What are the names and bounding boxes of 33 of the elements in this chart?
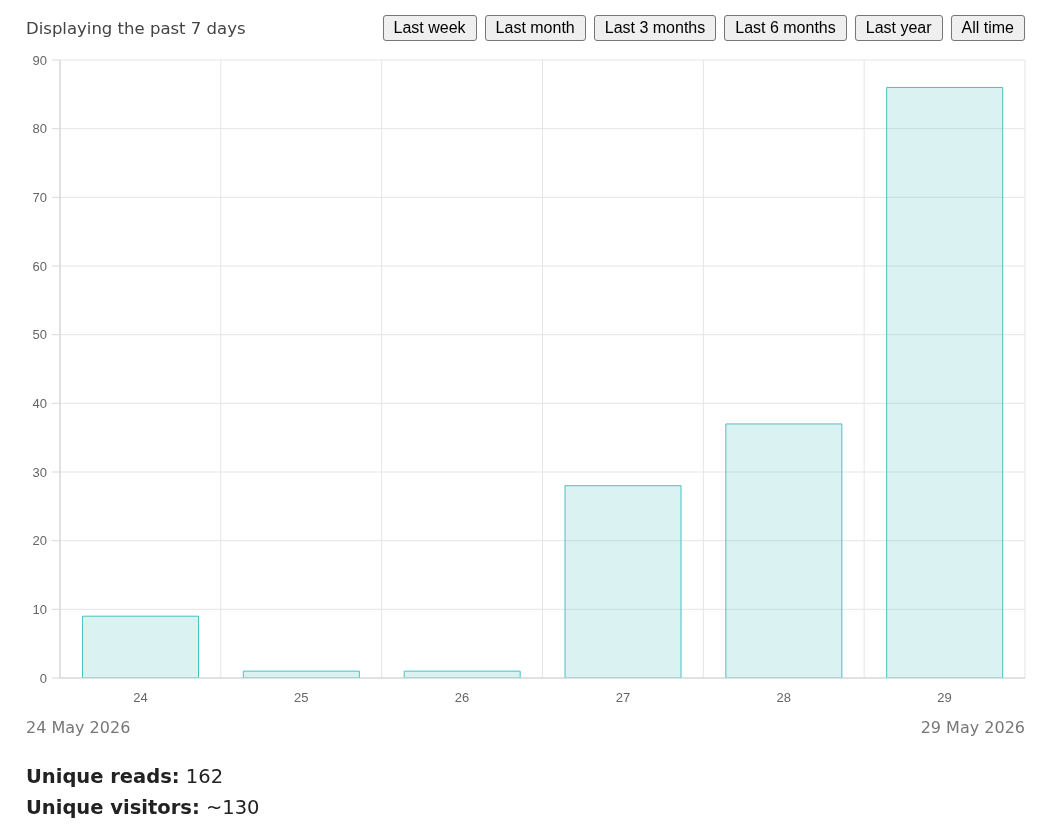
x-tick-label: 27 [615,690,631,706]
range-button[interactable]: Last year [854,15,943,41]
text: 29 May 2026 [920,718,1025,737]
bar [886,86,1004,678]
x-tick-label: 24 [133,690,148,706]
y-tick-label: 0 [39,670,47,686]
range-button[interactable]: Last month [484,15,586,41]
y-tick-label: 40 [32,395,47,411]
y-tick-label: 90 [32,52,47,68]
range-button[interactable]: All time [950,15,1025,41]
bar [242,670,360,678]
x-tick-label: 26 [454,690,470,706]
bar [564,485,682,678]
text: Unique visitors: ~130 [26,796,260,819]
text: 24 May 2026 [26,718,131,737]
bar [725,423,843,678]
x-tick-label: 29 [937,690,952,706]
y-tick-label: 80 [32,121,47,137]
y-tick-label: 30 [32,464,47,480]
chart-title: Displaying the past 7 days [26,18,246,38]
y-tick-label: 60 [32,258,47,274]
y-tick-label: 20 [32,533,47,549]
range-button[interactable]: Last 6 months [724,15,847,41]
x-tick-label: 25 [294,690,309,706]
y-tick-label: 10 [32,601,47,617]
bar [82,615,200,678]
range-button[interactable]: Last 3 months [593,15,717,41]
y-tick-label: 70 [32,189,47,205]
y-tick-label: 50 [32,327,47,343]
range-button[interactable]: Last week [382,15,477,41]
x-tick-label: 28 [776,690,791,706]
bar [403,670,521,678]
text: Unique reads: 162 [26,765,224,788]
